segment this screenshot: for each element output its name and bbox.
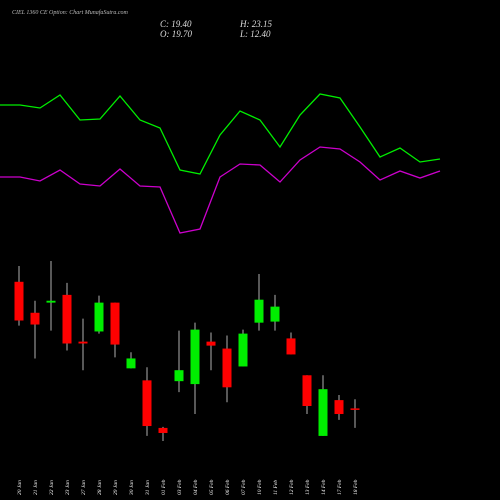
- x-tick-label: 03 Feb: [177, 479, 183, 495]
- x-tick-label: 07 Feb: [241, 479, 247, 495]
- x-tick-label: 30 Jan: [129, 480, 135, 496]
- open-stat: O: 19.70: [160, 29, 192, 39]
- candle-body: [142, 380, 152, 427]
- candle-body: [190, 329, 200, 385]
- x-tick-label: 06 Feb: [225, 479, 231, 495]
- high-stat: H: 23.15: [239, 19, 272, 29]
- x-tick-label: 20 Jan: [17, 480, 23, 495]
- x-tick-label: 28 Jan: [97, 480, 103, 495]
- candle-body: [254, 299, 264, 323]
- low-stat: L: 12.40: [239, 29, 271, 39]
- chart-title: CIEL 1360 CE Option: Chart MunafaSutra.c…: [12, 9, 129, 16]
- x-tick-label: 18 Feb: [353, 479, 359, 495]
- candle-body: [78, 341, 88, 344]
- x-tick-label: 11 Feb: [273, 480, 279, 495]
- close-stat: C: 19.40: [160, 19, 192, 29]
- x-tick-label: 22 Jan: [49, 480, 55, 495]
- candle-body: [158, 427, 168, 433]
- candle-body: [238, 333, 248, 367]
- x-tick-label: 21 Jan: [33, 480, 39, 495]
- candle-body: [174, 370, 184, 382]
- x-tick-label: 05 Feb: [209, 479, 215, 495]
- indicator-line: [0, 93, 441, 175]
- candle-body: [222, 348, 232, 388]
- x-tick-label: 14 Feb: [320, 479, 327, 495]
- candle-body: [14, 281, 24, 321]
- indicator-line: [0, 146, 441, 234]
- candle-body: [206, 341, 216, 346]
- x-tick-label: 12 Feb: [289, 479, 295, 495]
- x-tick-label: 01 Feb: [161, 479, 167, 495]
- candle-body: [318, 389, 328, 436]
- x-tick-label: 31 Jan: [145, 480, 151, 496]
- candle-body: [126, 358, 136, 369]
- candle-body: [350, 408, 360, 410]
- x-tick-label: 29 Jan: [113, 480, 119, 495]
- candle-body: [302, 375, 312, 406]
- candle-body: [334, 400, 344, 415]
- x-tick-label: 04 Feb: [192, 479, 199, 495]
- candle-body: [286, 338, 296, 355]
- candle-body: [46, 300, 56, 303]
- x-tick-label: 10 Feb: [257, 479, 263, 495]
- candle-body: [94, 302, 104, 332]
- x-tick-label: 13 Feb: [305, 479, 311, 495]
- x-tick-label: 23 Jan: [65, 480, 71, 495]
- candle-body: [110, 302, 120, 345]
- candle-body: [30, 312, 40, 325]
- x-tick-label: 27 Jan: [81, 480, 87, 495]
- candle-body: [270, 306, 280, 322]
- candle-body: [62, 294, 72, 344]
- x-tick-label: 17 Feb: [337, 479, 343, 495]
